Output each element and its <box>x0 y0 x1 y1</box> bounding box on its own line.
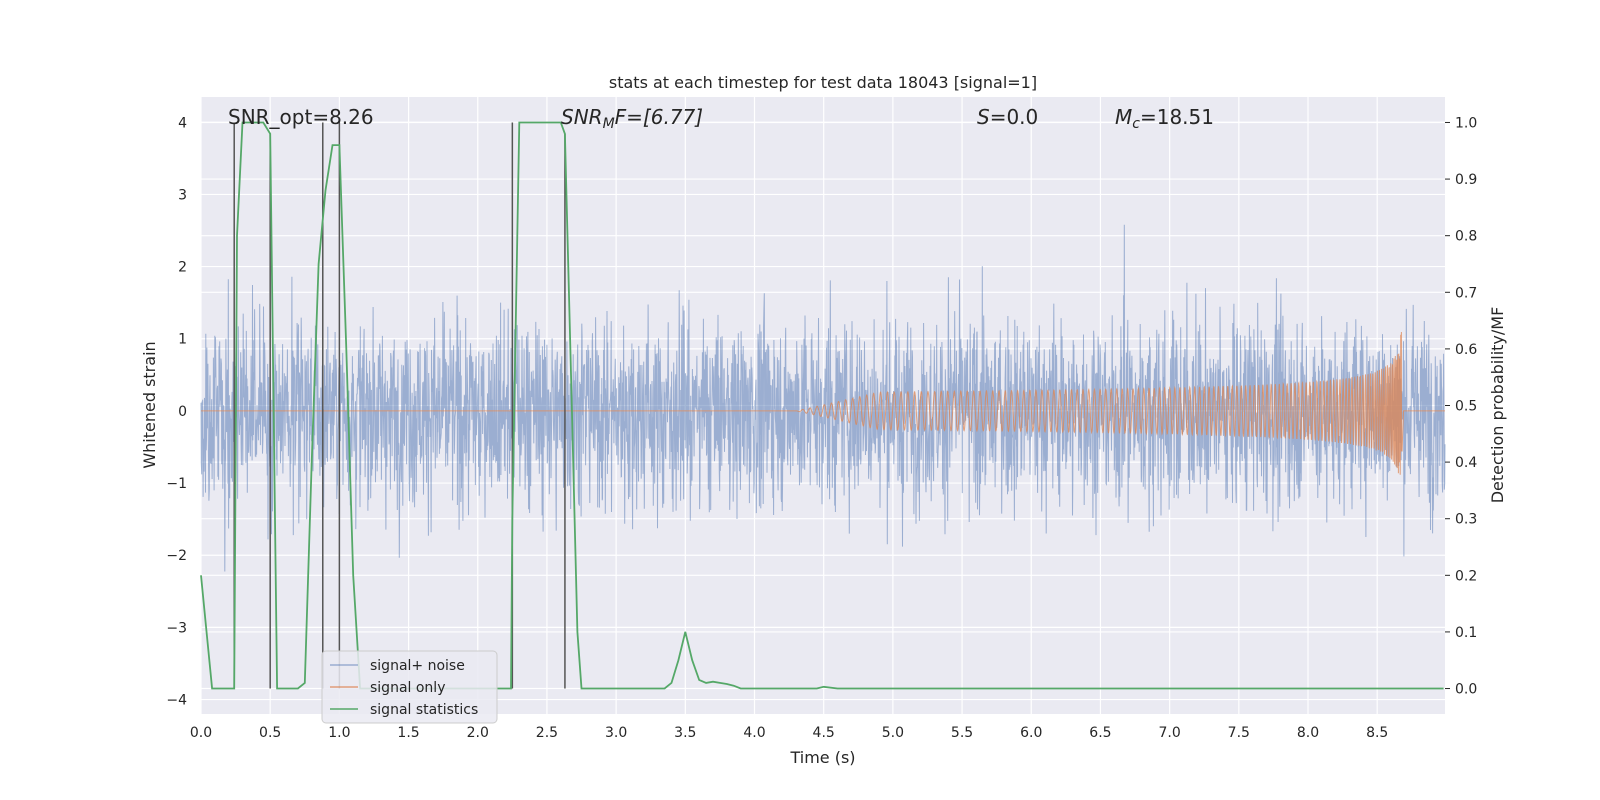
legend-box <box>321 650 498 724</box>
annotation-mc-sub: c <box>1132 116 1140 132</box>
y-right-tick-label: 0.2 <box>1455 568 1477 584</box>
x-tick-label: 1.0 <box>328 725 350 741</box>
signal-statistics-series <box>200 121 1444 690</box>
legend-label-signal-statistics: signal statistics <box>370 702 478 718</box>
legend-label-signal-only: signal only <box>370 680 445 696</box>
x-tick-label: 5.5 <box>951 725 973 741</box>
annotation-s-main: S <box>977 105 990 129</box>
annotation-snr-mf-rest: F=[6.77] <box>615 105 703 129</box>
y-left-tick-label: −4 <box>166 693 187 709</box>
x-tick-label: 4.5 <box>813 725 835 741</box>
signal-only-series <box>201 331 1445 475</box>
legend: signal+ noise signal only signal statist… <box>321 650 498 724</box>
annotation-snr-mf-sub: M <box>603 116 615 132</box>
x-tick-label: 4.0 <box>743 725 765 741</box>
x-tick-label: 8.0 <box>1297 725 1319 741</box>
y-left-tick-label: −2 <box>166 548 187 564</box>
annotation-s-rest: =0.0 <box>990 105 1039 129</box>
y-left-tick-label: 2 <box>178 260 187 276</box>
y-axis-right-label: Detection probability/MF <box>1488 307 1507 504</box>
x-axis-label: Time (s) <box>789 748 855 767</box>
y-left-tick-label: 0 <box>178 404 187 420</box>
x-tick-label: 0.0 <box>190 725 212 741</box>
y-right-tick-label: 0.9 <box>1455 172 1477 188</box>
x-tick-label: 2.0 <box>467 725 489 741</box>
annotation-mc-rest: =18.51 <box>1140 105 1214 129</box>
annotation-snr-mf: SNRMF=[6.77] <box>561 105 703 132</box>
y-left-tick-label: 1 <box>178 332 187 348</box>
y-right-tick-label: 0.0 <box>1455 682 1477 698</box>
annotation-mc: Mc=18.51 <box>1115 105 1214 132</box>
annotation-snr-mf-main: SNR <box>561 105 603 129</box>
signal-only-line <box>201 331 1445 475</box>
x-tick-label: 7.0 <box>1158 725 1180 741</box>
signal-statistics-line <box>200 121 1444 690</box>
y-right-tick-label: 1.0 <box>1455 115 1477 131</box>
y-right-tick-label: 0.6 <box>1455 342 1477 358</box>
x-tick-label: 1.5 <box>397 725 419 741</box>
y-left-tick-labels: −4 −3 −2 −1 0 1 2 3 4 <box>166 115 187 708</box>
chart-title: stats at each timestep for test data 180… <box>609 73 1037 92</box>
y-left-tick-label: 4 <box>178 115 187 131</box>
y-left-tick-label: 3 <box>178 187 187 203</box>
y-left-tick-label: −1 <box>166 476 187 492</box>
y-right-tick-label: 0.3 <box>1455 512 1477 528</box>
y-right-tick-label: 0.8 <box>1455 229 1477 245</box>
x-tick-label: 6.5 <box>1089 725 1111 741</box>
x-tick-label: 0.5 <box>259 725 281 741</box>
y-right-tick-label: 0.7 <box>1455 285 1477 301</box>
y-right-tick-label: 0.5 <box>1455 399 1477 415</box>
x-tick-label: 8.5 <box>1366 725 1388 741</box>
x-tick-label: 2.5 <box>536 725 558 741</box>
x-tick-label: 3.0 <box>605 725 627 741</box>
legend-label-signal-noise: signal+ noise <box>370 658 465 674</box>
y-right-tick-label: 0.4 <box>1455 455 1477 471</box>
y-left-tick-label: −3 <box>166 620 187 636</box>
y-right-tick-label: 0.1 <box>1455 625 1477 641</box>
x-tick-label: 3.5 <box>674 725 696 741</box>
x-tick-labels: 0.0 0.5 1.0 1.5 2.0 2.5 3.0 3.5 4.0 4.5 5.0 5.5 6.0 6… <box>190 725 1388 741</box>
x-tick-label: 5.0 <box>882 725 904 741</box>
annotation-s: S=0.0 <box>977 105 1038 129</box>
annotation-mc-main: M <box>1115 105 1132 129</box>
x-tick-label: 7.5 <box>1228 725 1250 741</box>
annotation-snr-opt: SNR_opt=8.26 <box>228 105 374 129</box>
x-tick-label: 6.0 <box>1020 725 1042 741</box>
y-right-tick-labels: 0.0 0.1 0.2 0.3 0.4 0.5 0.6 0.7 0.8 0.9 1.0 <box>1445 115 1477 698</box>
y-axis-left-label: Whitened strain <box>140 341 159 468</box>
